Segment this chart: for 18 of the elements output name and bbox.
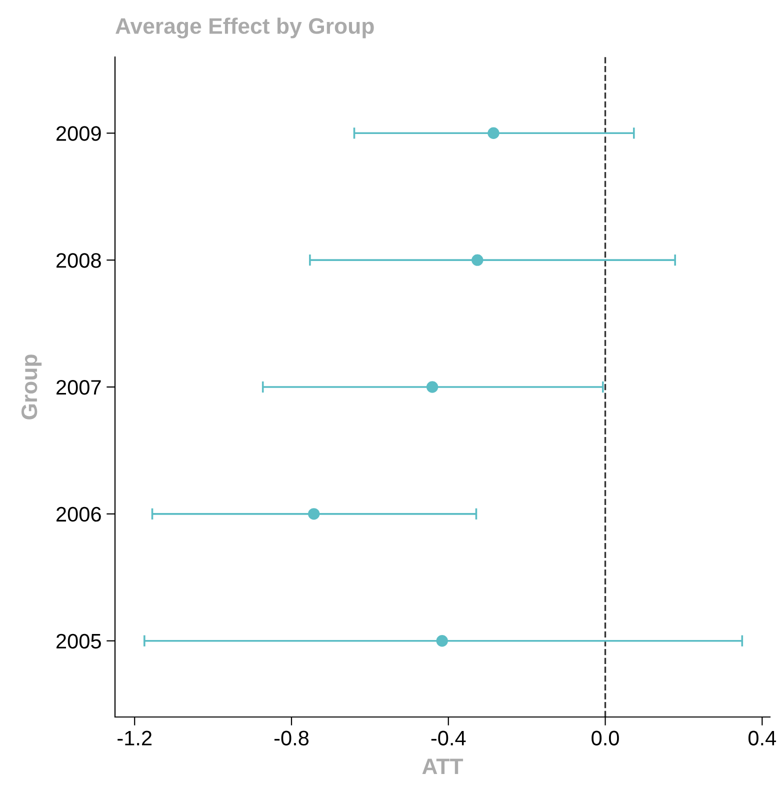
y-axis-title: Group	[21, 354, 42, 420]
chart-title: Average Effect by Group	[116, 18, 374, 38]
y-tick-label: 2009	[56, 126, 101, 141]
point	[488, 127, 500, 139]
y-tick-label: 2006	[56, 506, 101, 522]
y-tick-label: 2007	[56, 380, 101, 395]
point	[308, 508, 320, 520]
point	[472, 254, 484, 266]
x-tick-label: 0.0	[592, 730, 619, 746]
y-tick-label: 2008	[56, 253, 101, 268]
point	[436, 635, 448, 647]
point	[426, 381, 438, 393]
x-tick-label: -0.8	[274, 730, 309, 746]
y-tick-label: 2005	[56, 634, 101, 649]
x-axis-title: ATT	[422, 758, 464, 774]
x-tick-label: -1.2	[118, 730, 152, 746]
x-tick-label: 0.4	[748, 730, 776, 746]
x-tick-label: -0.4	[431, 730, 466, 746]
